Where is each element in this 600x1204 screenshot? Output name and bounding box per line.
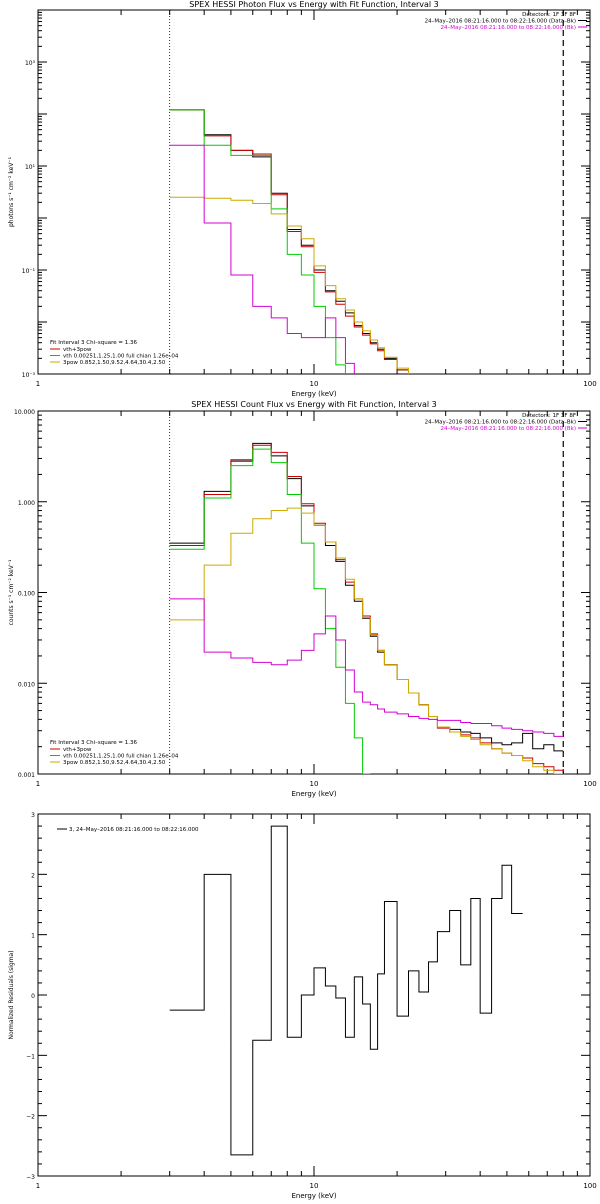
- legend-entry: 3pow 0.852,1.50,9.52,4.64,30.4,2.50: [63, 360, 166, 366]
- y-tick-label: 0.010: [18, 681, 35, 688]
- legend-title: Fit Interval 3 Chi–square = 1.36: [50, 340, 137, 346]
- chart-panel-2: 1 10 100 Energy (keV) 0.001 0.010 0.100 1.000 10…: [8, 400, 597, 798]
- legend-entry: vth+3pow: [63, 747, 92, 753]
- x-tick-label: 1: [36, 380, 40, 388]
- y-tick-label: 1.000: [18, 500, 35, 507]
- x-tick-label: 1: [36, 1182, 40, 1190]
- legend-entry: vth 0.00251,1.25,1.00 full chian 1.26e–0…: [63, 354, 179, 360]
- series-group: [169, 442, 564, 774]
- y-tick-label: 10⁻¹: [22, 268, 36, 275]
- y-tick-label: 1: [31, 933, 35, 940]
- series-bk: [169, 144, 564, 374]
- chart-panel-3: 1 10 100 Energy (keV) −3 −2 −1 0 1 2 3 Normalized R…: [8, 812, 597, 1200]
- y-tick-label: −2: [26, 1114, 35, 1121]
- x-axis-label: Energy (keV): [291, 390, 336, 398]
- plot-frame: [37, 9, 591, 375]
- y-tick-label: −3: [26, 1174, 35, 1181]
- info-line: Detectors: 1F 3F 8F: [522, 413, 576, 419]
- series-bk: [169, 598, 564, 737]
- chart-title: SPEX HESSI Photon Flux vs Energy with Fi…: [189, 0, 439, 9]
- y-tick-label: 10¹: [25, 164, 36, 171]
- series-group: [169, 109, 590, 374]
- series-vth-3pow: [169, 444, 564, 771]
- x-tick-label: 100: [583, 780, 596, 788]
- series-vth: [169, 109, 398, 374]
- y-tick-label: 10.000: [14, 409, 35, 416]
- info-line: 24–May–2016 08:21:16.000 to 08:22:16.000…: [440, 25, 576, 31]
- legend-entry: 3pow 0.852,1.50,9.52,4.64,30.4,2.50: [63, 760, 166, 766]
- y-tick-label: 0: [31, 993, 35, 1000]
- y-tick-label: 0.001: [18, 772, 35, 779]
- info-line: 24–May–2016 08:21:16.000 to 08:22:16.000…: [425, 19, 576, 25]
- info-line: 24–May–2016 08:21:16.000 to 08:22:16.000…: [425, 420, 576, 426]
- y-tick-label: 2: [31, 872, 35, 879]
- series-residuals: [169, 825, 523, 1156]
- series-3pow: [169, 507, 564, 774]
- x-tick-label: 10: [310, 380, 319, 388]
- x-tick-label: 100: [583, 1182, 596, 1190]
- series-data-bk: [169, 442, 564, 752]
- info-line: 24–May–2016 08:21:16.000 to 08:22:16.000…: [440, 426, 576, 432]
- series-3pow: [169, 196, 590, 374]
- series-vth-3pow: [169, 109, 564, 374]
- info-line: Detectors: 1F 3F 8F: [522, 12, 576, 18]
- x-axis-label: Energy (keV): [291, 1192, 336, 1200]
- chart-title: SPEX HESSI Count Flux vs Energy with Fit…: [191, 400, 436, 409]
- legend-title: Fit Interval 3 Chi–square = 1.36: [50, 740, 137, 746]
- y-tick-label: 3: [31, 812, 35, 819]
- y-tick-label: 10³: [25, 60, 36, 67]
- x-tick-label: 10: [310, 1182, 319, 1190]
- legend-entry: vth+3pow: [63, 347, 92, 353]
- y-axis-label: Normalized Residuals (sigma): [8, 950, 15, 1039]
- legend-entry: vth 0.00251,1.25,1.00 full chian 1.26e–0…: [63, 754, 179, 760]
- legend-entry: 3, 24–May–2016 08:21:16.000 to 08:22:16.…: [69, 827, 199, 833]
- chart-panel-1: 1 10 100 Energy (keV) 10⁻³ 10⁻¹ 10¹ 10³ photons …: [8, 0, 597, 398]
- y-axis-label: counts s⁻¹ cm⁻² keV⁻¹: [8, 559, 15, 625]
- y-tick-label: −1: [26, 1053, 35, 1060]
- y-tick-label: 10⁻³: [22, 372, 36, 379]
- plot-frame: [37, 410, 591, 775]
- y-tick-label: 0.100: [18, 591, 35, 598]
- y-axis-label: photons s⁻¹ cm⁻² keV⁻¹: [8, 156, 15, 227]
- x-tick-label: 10: [310, 780, 319, 788]
- x-tick-label: 100: [583, 380, 596, 388]
- series-vth: [169, 448, 371, 774]
- series-group: [169, 825, 523, 1156]
- x-tick-label: 1: [36, 780, 40, 788]
- x-axis-label: Energy (keV): [291, 790, 336, 798]
